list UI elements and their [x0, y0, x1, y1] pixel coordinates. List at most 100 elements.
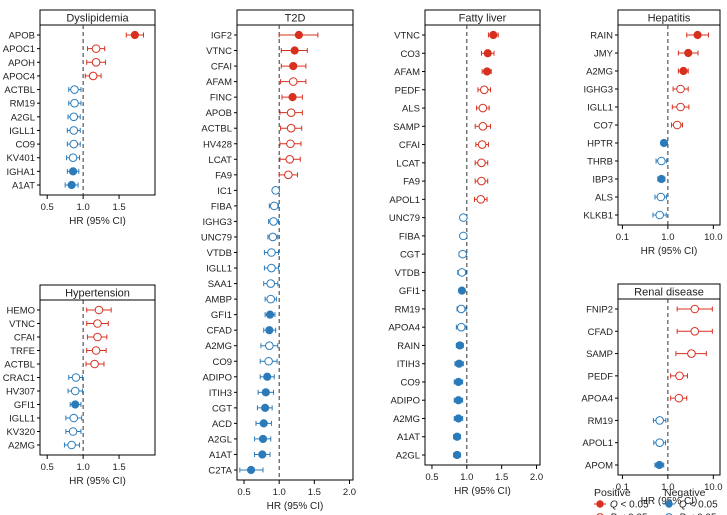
y-tick-label: CO3 — [400, 49, 420, 60]
hr-point-open — [271, 186, 280, 195]
x-axis-label: HR (95% CI) — [69, 216, 126, 227]
hr-point-open — [477, 158, 486, 168]
y-tick-label: SAMP — [393, 122, 420, 133]
hr-point-open — [70, 85, 79, 94]
hr-point-open — [264, 356, 273, 366]
hr-point-filled — [457, 286, 467, 295]
legend-threshold: < 0.05 — [687, 500, 718, 511]
y-tick-label: A1AT — [397, 432, 420, 443]
panel-title: Hypertension — [65, 288, 130, 300]
hr-point-open — [676, 102, 685, 112]
hr-point-open — [71, 373, 81, 382]
hr-point-open — [94, 305, 104, 315]
hr-point-open — [91, 57, 101, 67]
x-tick-label: 10.0 — [704, 482, 723, 493]
hr-point-open — [690, 304, 700, 314]
panel-frame — [39, 9, 156, 196]
hr-point-open — [267, 248, 276, 257]
panel-frame — [617, 283, 721, 476]
y-tick-label: CO9 — [400, 377, 420, 388]
y-tick-label: IGLL1 — [587, 103, 613, 114]
x-tick-label: 1.0 — [77, 202, 90, 213]
y-tick-label: ALS — [595, 193, 613, 204]
y-tick-label: JMY — [594, 49, 614, 60]
hr-point-open — [655, 438, 664, 448]
y-tick-label: GFI1 — [14, 400, 35, 411]
legend-label: P < 0.05 — [610, 513, 648, 515]
panel-dyslipidemia: Dyslipidemia 0.5 1.0 1.5 HR (95% CI) APOB APOC… — [3, 9, 156, 227]
x-tick-label: 2.0 — [343, 487, 356, 498]
y-tick-label: A2MG — [586, 67, 613, 78]
y-tick-label: HV428 — [203, 139, 232, 150]
hr-point-open — [269, 201, 279, 211]
y-tick-label: FIBA — [211, 201, 233, 212]
hr-point-open — [69, 112, 79, 122]
y-tick-label: ACD — [212, 419, 232, 430]
panel-t2d: T2D 0.5 1.0 1.5 2.0 HR (95% CI) IGF2 VTNC CFAI AF… — [201, 9, 356, 512]
panel-title: Dyslipidemia — [66, 13, 129, 25]
y-tick-label: CO7 — [593, 121, 613, 132]
hr-point-open — [268, 232, 278, 242]
hr-point-open — [88, 71, 98, 81]
y-tick-label: IGF2 — [211, 31, 232, 42]
y-tick-label: ACTBL — [4, 360, 35, 371]
hr-point-open — [69, 126, 79, 135]
hr-point-filled — [693, 30, 702, 40]
panel-frame — [424, 9, 541, 466]
y-tick-label: RAIN — [397, 341, 420, 352]
panel-title: Hepatitis — [648, 13, 691, 25]
y-tick-label: KV401 — [6, 153, 35, 164]
hr-point-filled — [684, 48, 693, 58]
y-tick-label: CO9 — [212, 357, 232, 368]
hr-point-open — [456, 304, 466, 314]
y-tick-label: PEDF — [395, 85, 421, 96]
hr-point-open — [93, 319, 102, 328]
x-axis-label: HR (95% CI) — [454, 486, 511, 497]
hr-point-filled — [455, 341, 464, 350]
hr-point-open — [91, 44, 101, 53]
hr-point-filled — [258, 450, 267, 459]
hr-point-open — [657, 156, 666, 166]
hr-point-open — [93, 332, 102, 342]
y-tick-label: AFAM — [394, 67, 420, 78]
y-tick-label: SAMP — [586, 349, 613, 360]
panel-fatty-liver: Fatty liver 0.5 1.0 1.5 2.0 HR (95% CI) VTNC CO… — [388, 9, 543, 497]
hr-point-open — [269, 217, 278, 226]
y-tick-label: FIBA — [399, 231, 421, 242]
hr-point-filled — [454, 414, 463, 423]
y-tick-label: VTDB — [207, 248, 232, 259]
hr-point-open — [90, 359, 99, 369]
y-tick-label: ADIPO — [202, 372, 232, 383]
legend-stat: P — [610, 513, 617, 515]
y-tick-label: LCAT — [396, 158, 420, 169]
x-tick-label: 0.5 — [41, 462, 54, 473]
x-tick-label: 2.0 — [530, 472, 543, 483]
x-axis-label: HR (95% CI) — [641, 246, 698, 257]
y-tick-label: GFI1 — [211, 310, 232, 321]
panel-frame — [39, 284, 156, 456]
x-tick-label: 0.5 — [237, 487, 250, 498]
y-tick-label: IGHG3 — [583, 85, 613, 96]
y-tick-label: IC1 — [217, 186, 232, 197]
hr-point-filled — [263, 372, 272, 381]
y-tick-label: APOL1 — [582, 438, 613, 449]
y-tick-label: TRFE — [10, 346, 35, 357]
x-tick-label: 1.5 — [495, 472, 508, 483]
y-tick-label: CO9 — [15, 140, 35, 151]
hr-point-filled — [130, 30, 139, 40]
hr-point-open — [674, 393, 684, 403]
hr-point-open — [459, 213, 468, 222]
legend-threshold: < 0.05 — [618, 500, 649, 511]
y-tick-label: A2MG — [205, 341, 232, 352]
y-tick-label: FA9 — [403, 177, 420, 188]
y-tick-label: A2GL — [11, 112, 35, 123]
y-tick-label: RM19 — [10, 99, 35, 110]
panel-title: T2D — [285, 13, 306, 25]
legend-positive-title: Positive — [594, 487, 631, 499]
hr-point-open — [266, 294, 276, 304]
hr-point-filled — [258, 434, 268, 444]
legend-marker-filled — [665, 500, 673, 508]
legend-threshold: < 0.05 — [617, 513, 648, 515]
hr-point-open — [266, 279, 276, 288]
